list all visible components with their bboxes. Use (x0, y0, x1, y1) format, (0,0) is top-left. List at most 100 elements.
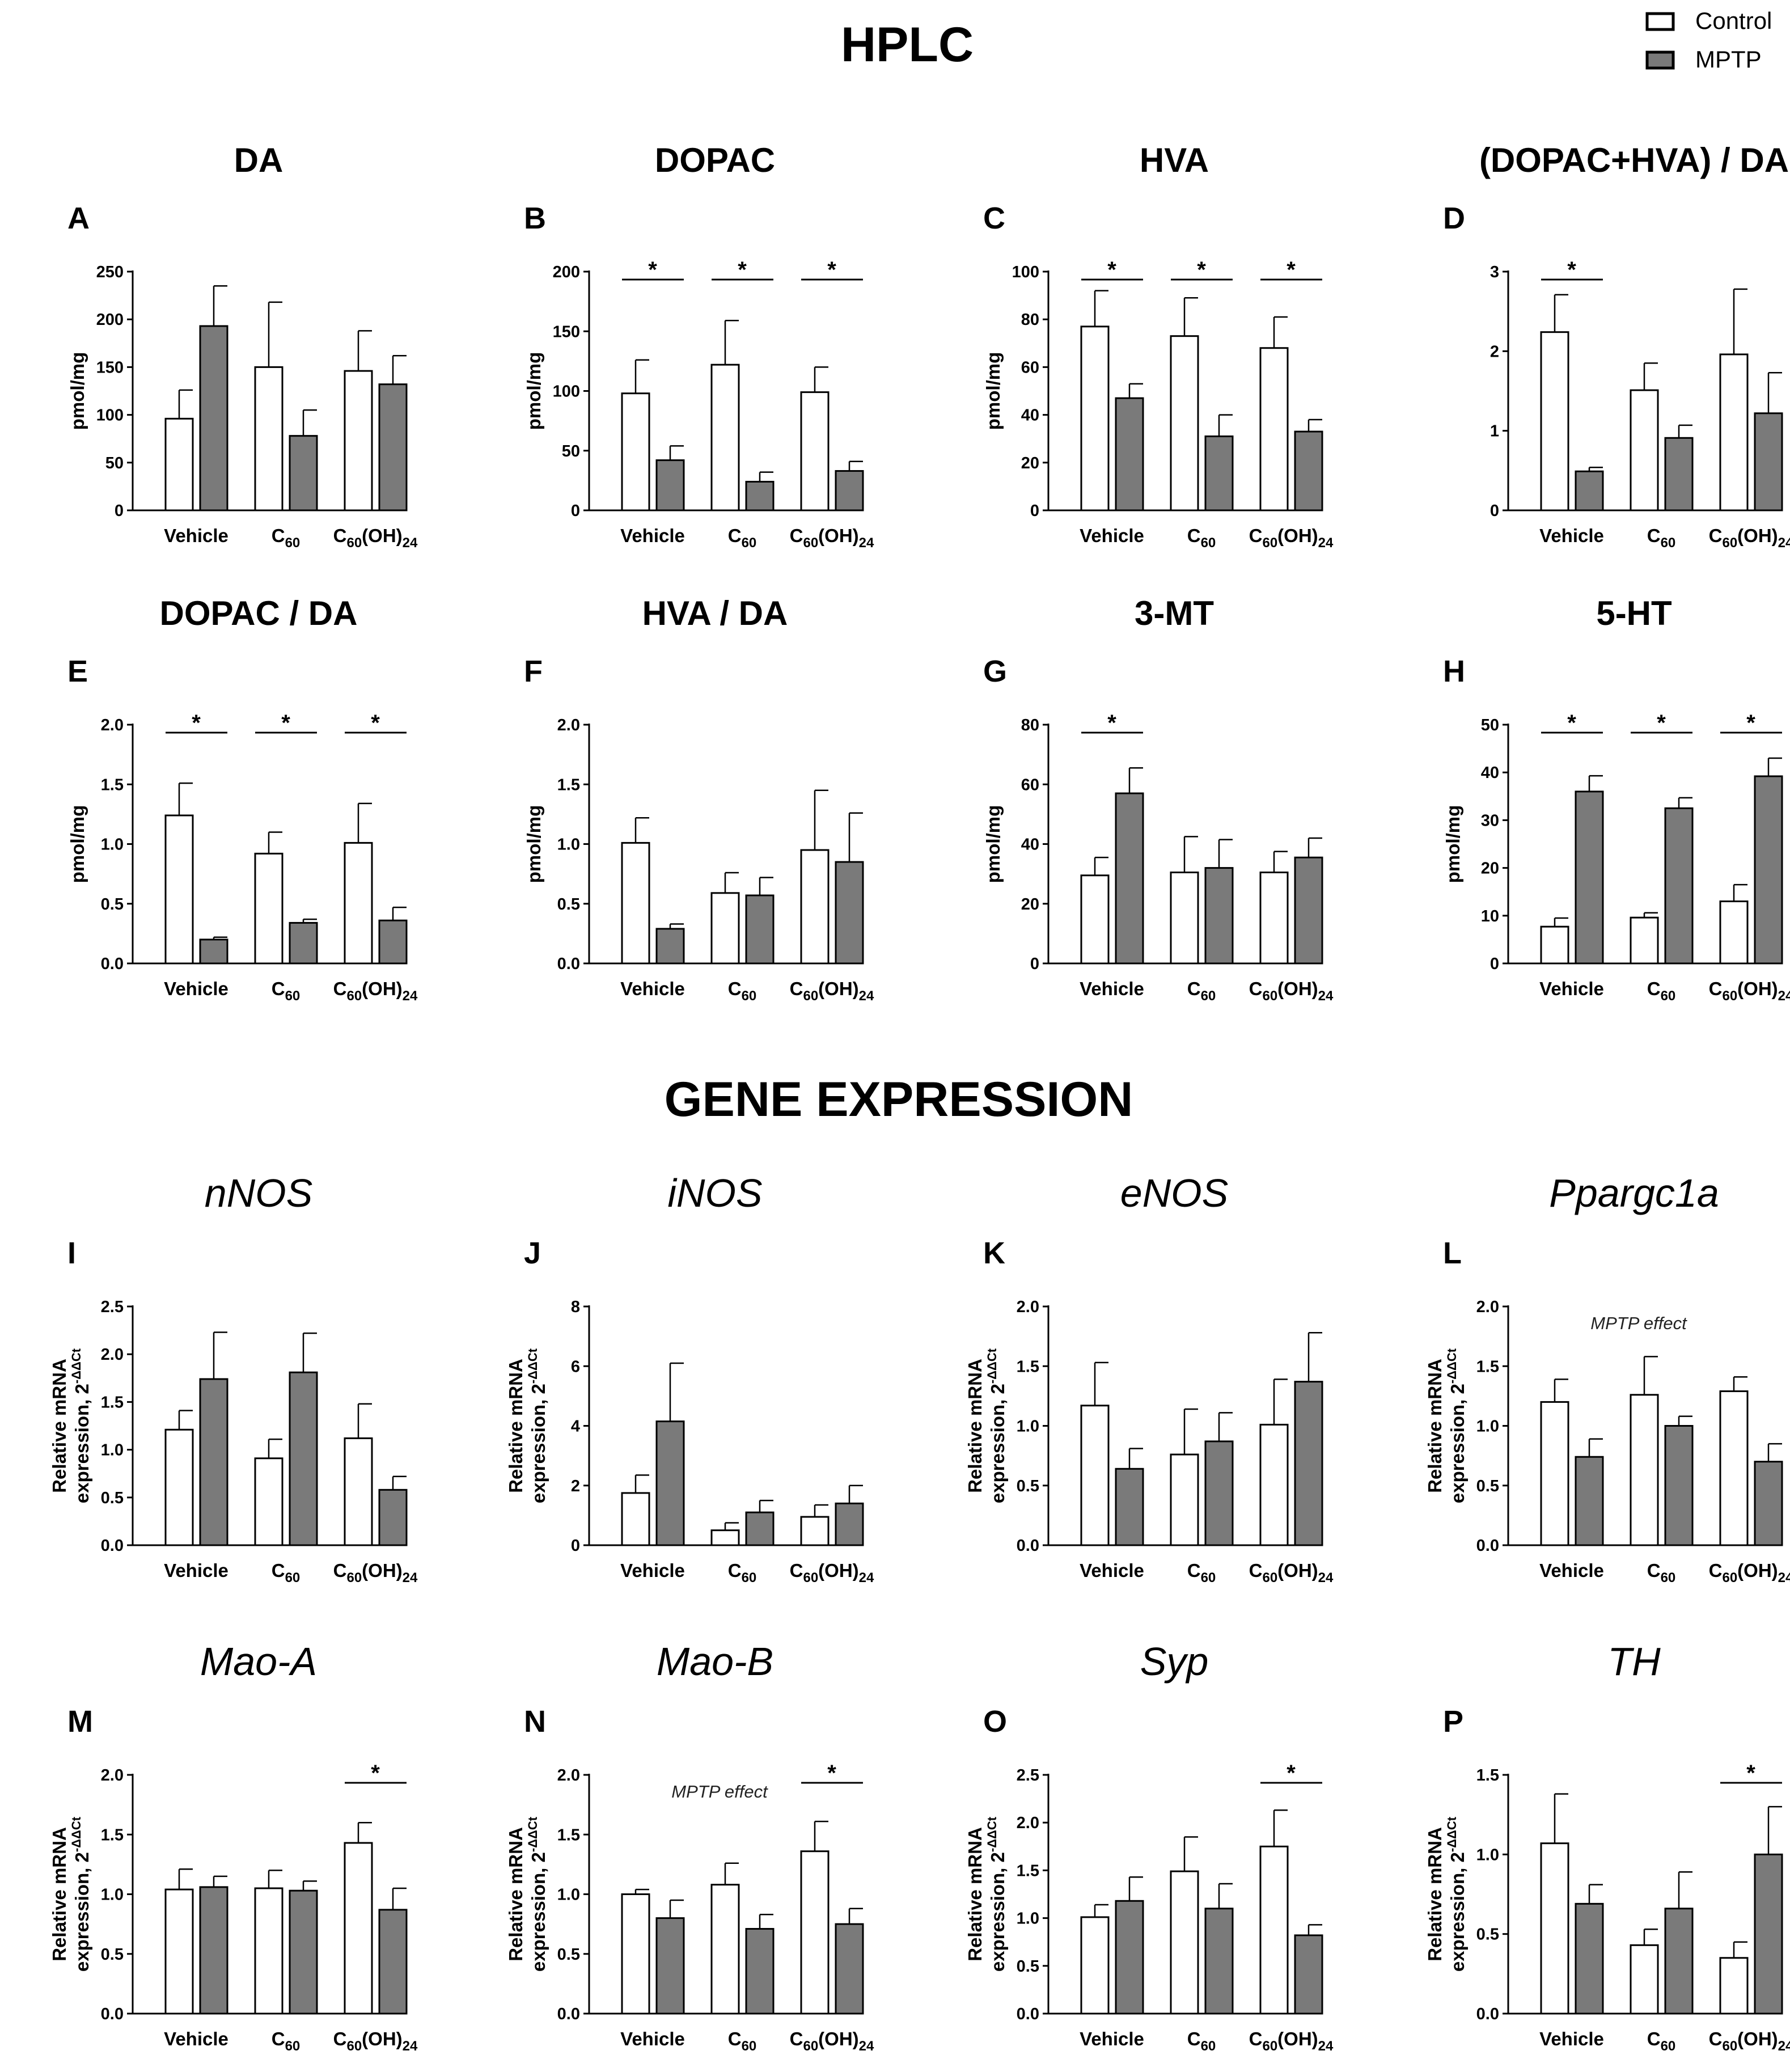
y-tick-label: 250 (96, 263, 124, 281)
bar-mptp (1664, 807, 1694, 965)
bar-mptp (378, 1909, 408, 2015)
y-tick-label: 0.0 (1017, 1537, 1039, 1555)
bar-control (344, 1842, 373, 2015)
significance-star: * (738, 257, 747, 282)
x-category-label: C60 (1187, 525, 1216, 551)
panel-title: Ppargc1a (1549, 1171, 1719, 1215)
panel-k: eNOS K 0.0 0.5 1.0 1.5 2.0 Relative mRNA express… (964, 1171, 1334, 1585)
x-category-label: C60(OH)24 (1249, 978, 1334, 1004)
bar-mptp (655, 1917, 685, 2015)
x-category-label: C60(OH)24 (1709, 1560, 1790, 1585)
y-tick-label: 3 (1490, 263, 1499, 281)
y-axis-label: Relative mRNA (964, 1827, 985, 1961)
bar-mptp (378, 383, 408, 511)
bar-control (164, 417, 194, 511)
x-category-label: Vehicle (1080, 978, 1144, 999)
bar-control (710, 1884, 740, 2015)
bar-control (1170, 1453, 1199, 1546)
y-axis-label: expression, 2-ΔΔCt (1445, 1348, 1468, 1503)
bar-mptp (1115, 1468, 1144, 1546)
x-category-label: C60(OH)24 (333, 2028, 418, 2054)
x-category-label: Vehicle (620, 2028, 685, 2049)
panel-title: (DOPAC+HVA) / DA (1479, 141, 1789, 179)
panel-o: Syp O 0.0 0.5 1.0 1.5 2.0 2.5 Relative mRNA expre… (964, 1639, 1334, 2054)
x-category-label: C60 (1187, 2028, 1216, 2054)
panel-letter: G (983, 654, 1007, 688)
bar-mptp (835, 861, 864, 965)
significance-star: * (1107, 711, 1116, 735)
x-category-label: C60(OH)24 (1709, 978, 1790, 1004)
bar-control (1259, 1845, 1289, 2015)
y-tick-label: 0 (1490, 502, 1499, 520)
bar-control (1170, 871, 1199, 965)
x-category-label: Vehicle (1539, 525, 1604, 546)
y-tick-label: 0.5 (101, 1946, 124, 1964)
y-tick-label: 2.0 (1017, 1298, 1039, 1316)
panel-letter: E (67, 654, 88, 688)
y-tick-label: 0.0 (557, 955, 580, 973)
bar-control (1080, 1405, 1110, 1546)
bar-mptp (1204, 1440, 1234, 1546)
y-tick-label: 0.5 (557, 895, 580, 914)
panel-d: (DOPAC+HVA) / DA D 0 1 2 3 Vehicle C60 C60(OH)24… (1443, 141, 1790, 551)
legend-label-control: Control (1695, 7, 1772, 34)
y-tick-label: 0.5 (1476, 1926, 1499, 1944)
y-tick-label: 1.5 (1017, 1862, 1039, 1880)
bar-control (800, 391, 830, 511)
bar-mptp (1294, 856, 1323, 965)
gene-expression-title: GENE EXPRESSION (665, 1072, 1133, 1127)
bar-mptp (655, 1420, 685, 1546)
panel-title: nNOS (205, 1171, 313, 1215)
y-axis-label: pmol/mg (983, 805, 1004, 883)
x-category-label: Vehicle (1080, 525, 1144, 546)
panel-letter: I (67, 1236, 76, 1270)
y-tick-label: 0 (1490, 955, 1499, 973)
y-tick-label: 2.0 (557, 1766, 580, 1785)
bar-mptp (1575, 790, 1604, 965)
y-tick-label: 100 (96, 407, 124, 425)
bar-control (1170, 1870, 1199, 2015)
bar-mptp (1575, 470, 1604, 511)
x-category-label: C60(OH)24 (790, 1560, 874, 1585)
y-axis-label: pmol/mg (983, 352, 1004, 430)
significance-star: * (371, 1761, 380, 1786)
bar-mptp (1664, 1908, 1694, 2015)
significance-star: * (648, 257, 657, 282)
bar-mptp (835, 470, 864, 511)
x-category-label: C60(OH)24 (1249, 525, 1334, 551)
bar-control (621, 1893, 650, 2015)
panel-l: Ppargc1a L 0.0 0.5 1.0 1.5 2.0 Relative mRNA exp… (1424, 1171, 1790, 1585)
bar-control (1259, 871, 1289, 965)
bar-mptp (655, 928, 685, 965)
bar-control (254, 852, 283, 965)
panel-letter: F (524, 654, 543, 688)
y-tick-label: 150 (96, 358, 124, 377)
bar-mptp (835, 1502, 864, 1546)
x-category-label: Vehicle (1539, 1560, 1604, 1581)
y-tick-label: 60 (1021, 358, 1039, 377)
bar-mptp (745, 480, 775, 511)
significance-star: * (371, 711, 380, 735)
bar-mptp (835, 1923, 864, 2015)
panel-i: nNOS I 0.0 0.5 1.0 1.5 2.0 2.5 Relative mRNA expr… (49, 1171, 418, 1585)
x-category-label: C60(OH)24 (333, 1560, 418, 1585)
x-category-label: C60 (728, 525, 757, 551)
bar-control (1540, 1401, 1569, 1546)
x-category-label: Vehicle (164, 978, 228, 999)
panel-title: iNOS (667, 1171, 762, 1215)
y-tick-label: 0.0 (101, 1537, 124, 1555)
bar-control (710, 1529, 740, 1546)
y-tick-label: 1.0 (557, 1886, 580, 1904)
bar-mptp (289, 435, 318, 511)
y-tick-label: 0 (1030, 955, 1039, 973)
hplc-title: HPLC (841, 18, 974, 72)
y-tick-label: 1.0 (1476, 1418, 1499, 1436)
y-tick-label: 2.0 (101, 1346, 124, 1364)
y-tick-label: 1.0 (1017, 1910, 1039, 1928)
x-category-label: C60(OH)24 (1249, 1560, 1334, 1585)
y-tick-label: 0.5 (1017, 1477, 1039, 1495)
x-category-label: C60(OH)24 (1709, 525, 1790, 551)
bar-mptp (1754, 1853, 1783, 2015)
significance-star: * (1197, 257, 1206, 282)
y-tick-label: 0.5 (101, 1489, 124, 1507)
